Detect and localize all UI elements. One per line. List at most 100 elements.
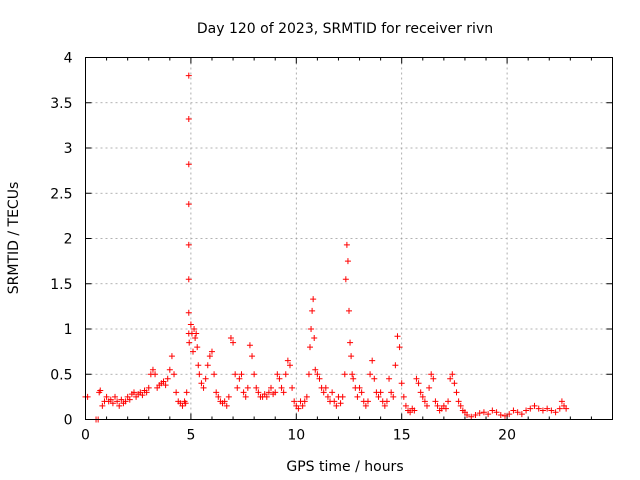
data-point [183, 389, 190, 396]
data-point [354, 393, 361, 400]
data-point [249, 353, 256, 360]
data-point [449, 371, 456, 378]
data-point [112, 393, 119, 400]
data-point [282, 371, 289, 378]
data-point [527, 405, 534, 412]
y-tick-label: 2 [64, 232, 73, 248]
data-point [342, 276, 349, 283]
data-point [246, 342, 253, 349]
data-point [114, 398, 121, 405]
data-point [309, 307, 316, 314]
x-tick-label: 20 [498, 428, 516, 444]
data-point [152, 371, 159, 378]
data-point [362, 402, 369, 409]
data-point [457, 402, 464, 409]
data-point [268, 384, 275, 391]
data-point [497, 411, 504, 418]
data-point [453, 389, 460, 396]
data-point [396, 344, 403, 351]
plot-frame [85, 57, 613, 420]
data-point [337, 400, 344, 407]
data-point [314, 371, 321, 378]
data-point [451, 380, 458, 387]
data-point [242, 393, 249, 400]
data-point [333, 402, 340, 409]
y-tick-label: 0 [64, 413, 73, 429]
data-point [187, 321, 194, 328]
chart-title: Day 120 of 2023, SRMTID for receiver riv… [197, 21, 493, 37]
data-point [200, 384, 207, 391]
data-point [305, 371, 312, 378]
data-point [185, 161, 192, 168]
data-point [215, 393, 222, 400]
data-point [234, 384, 241, 391]
data-point [168, 353, 175, 360]
data-point [331, 398, 338, 405]
data-point [307, 344, 314, 351]
data-point [192, 335, 199, 342]
data-point [445, 398, 452, 405]
data-point [244, 384, 251, 391]
data-point [116, 402, 123, 409]
y-tick-label: 1.5 [50, 277, 72, 293]
data-point [196, 371, 203, 378]
y-tick-label: 3.5 [50, 96, 72, 112]
data-point [419, 393, 426, 400]
data-point [510, 407, 517, 414]
data-point [255, 389, 262, 396]
data-point [381, 402, 388, 409]
data-point [324, 393, 331, 400]
data-point [193, 330, 200, 337]
y-tick-label: 0.5 [50, 367, 72, 383]
data-point [430, 375, 437, 382]
data-point [185, 276, 192, 283]
data-point [211, 371, 218, 378]
data-point [265, 389, 272, 396]
data-point [347, 339, 354, 346]
data-point [109, 400, 116, 407]
data-point [411, 407, 418, 414]
y-tick-label: 1 [64, 322, 73, 338]
data-point [195, 362, 202, 369]
data-point [518, 411, 525, 418]
data-point [402, 402, 409, 409]
data-point [472, 411, 479, 418]
data-point [122, 398, 129, 405]
data-point [480, 409, 487, 416]
data-point [97, 387, 104, 394]
data-point [349, 371, 356, 378]
data-point [455, 398, 462, 405]
data-point [383, 398, 390, 405]
data-point [303, 393, 310, 400]
data-point [238, 371, 245, 378]
data-point [552, 409, 559, 416]
data-point [232, 371, 239, 378]
data-point [312, 366, 319, 373]
data-point [514, 409, 521, 416]
data-point [434, 402, 441, 409]
data-point [185, 309, 192, 316]
y-tick-label: 4 [64, 51, 73, 67]
data-point [548, 407, 555, 414]
data-point [506, 411, 513, 418]
data-point [280, 389, 287, 396]
data-point [164, 375, 171, 382]
data-point [501, 412, 508, 419]
axis-ticks: 0 5 10 15 20 0 0.5 1 1.5 2 2.5 3 3.5 4 [50, 51, 613, 444]
data-point [544, 405, 551, 412]
data-point [386, 375, 393, 382]
data-point [348, 353, 355, 360]
data-point [162, 382, 169, 389]
data-point [299, 402, 306, 409]
data-point [426, 384, 433, 391]
data-point [364, 398, 371, 405]
y-tick-label: 2.5 [50, 186, 72, 202]
data-point [227, 335, 234, 342]
data-point [367, 371, 374, 378]
data-point [171, 371, 178, 378]
data-point [310, 296, 317, 303]
data-point [179, 402, 186, 409]
data-point [417, 389, 424, 396]
